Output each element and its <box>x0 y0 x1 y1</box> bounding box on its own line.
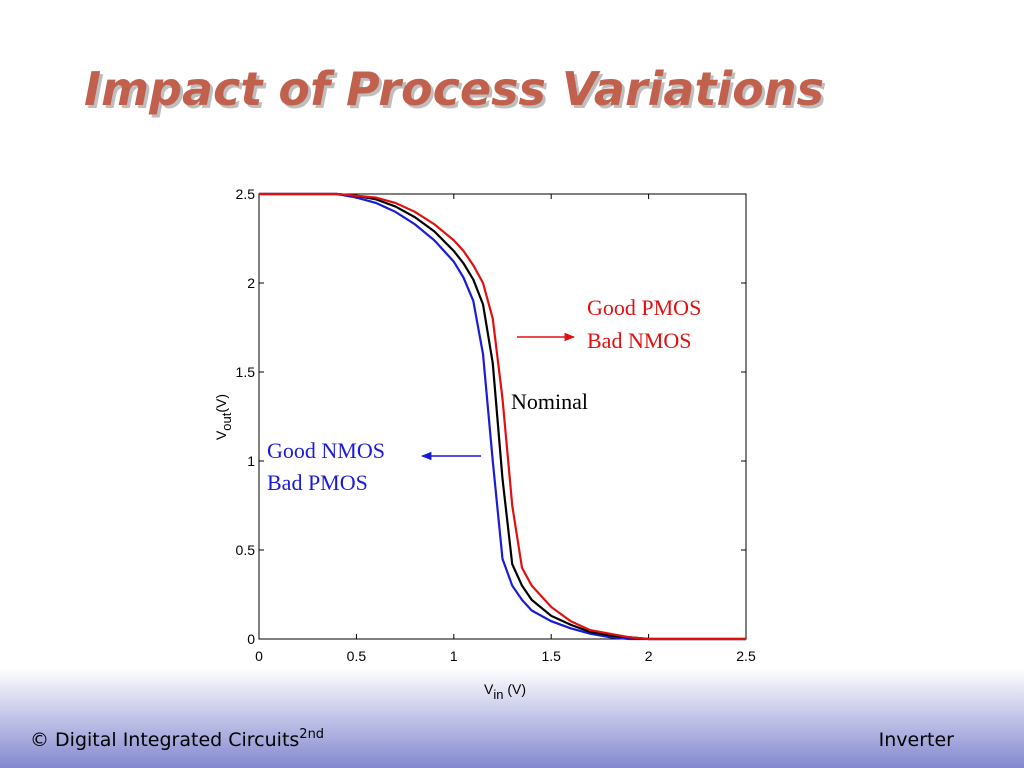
x-tick-label: 1 <box>450 648 458 664</box>
x-tick-label: 2.5 <box>736 648 756 664</box>
footer-band <box>0 668 1024 768</box>
footer-left: © Digital Integrated Circuits2nd <box>30 727 324 751</box>
annotation: Bad NMOS <box>587 328 692 353</box>
label-part: (V) <box>213 394 229 413</box>
y-tick-label: 2 <box>247 275 255 291</box>
line-series <box>259 192 746 641</box>
annotation: Nominal <box>511 389 588 414</box>
y-tick-label: 0.5 <box>236 542 256 558</box>
label-sub: out <box>219 412 234 430</box>
y-tick-label: 2.5 <box>236 186 256 202</box>
x-tick-label: 1.5 <box>541 648 561 664</box>
line-series <box>259 192 746 641</box>
annotation: Good PMOS <box>587 295 701 320</box>
footer-text: © Digital Integrated Circuits <box>30 729 299 751</box>
y-tick-label: 1 <box>247 453 255 469</box>
label-part: V <box>484 681 494 697</box>
annotation: Bad PMOS <box>267 470 368 495</box>
y-tick-label: 0 <box>247 631 255 647</box>
line-series <box>259 192 746 641</box>
x-tick-label: 0.5 <box>347 648 367 664</box>
x-tick-label: 0 <box>255 648 263 664</box>
annotation: Good NMOS <box>267 438 385 463</box>
x-axis-label: Vin (V) <box>484 681 526 702</box>
slide-title: Impact of Process Variations <box>84 62 824 116</box>
label-part: V <box>213 430 229 440</box>
x-tick-label: 2 <box>645 648 653 664</box>
label-part: (V) <box>503 681 526 697</box>
y-axis-label: Vout(V) <box>213 394 234 440</box>
y-tick-label: 1.5 <box>236 364 256 380</box>
footer-right: Inverter <box>879 729 955 751</box>
plot-frame <box>258 193 747 640</box>
title-shadow: Impact of Process Variations <box>87 65 827 119</box>
footer-sup: 2nd <box>299 727 324 742</box>
label-sub: in <box>493 687 503 702</box>
